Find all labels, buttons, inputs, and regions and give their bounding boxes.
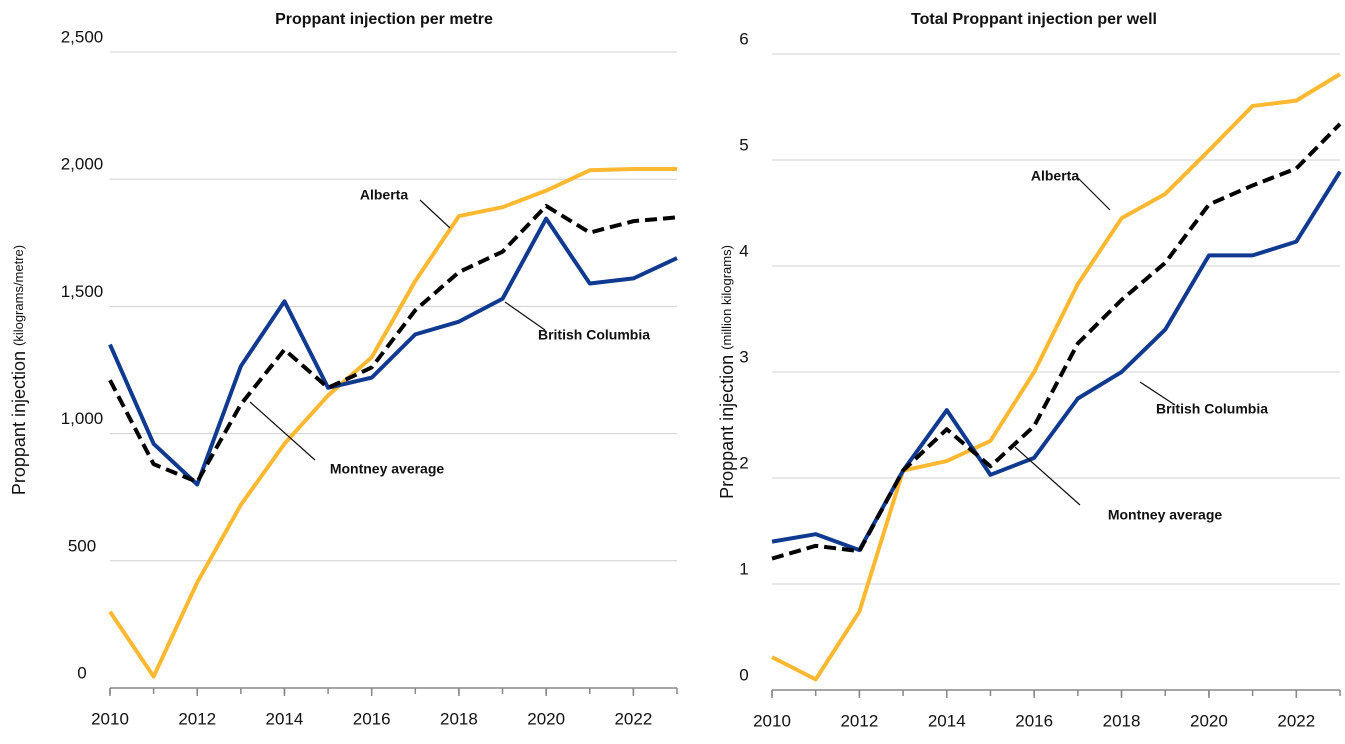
chart-title: Proppant injection per metre bbox=[275, 11, 493, 28]
x-tick-label: 2010 bbox=[753, 711, 791, 730]
x-tick-label: 2018 bbox=[1103, 711, 1141, 730]
series-line bbox=[771, 122, 1342, 561]
annotation-leader bbox=[419, 199, 451, 229]
annotation: Montney average bbox=[330, 461, 445, 477]
x-tick-label: 2016 bbox=[1015, 711, 1053, 730]
annotation-leader bbox=[249, 401, 316, 461]
x-tick-label: 2020 bbox=[527, 709, 565, 728]
x-tick-label: 2022 bbox=[614, 709, 652, 728]
y-tick-label: 6 bbox=[739, 29, 748, 48]
series-line bbox=[771, 170, 1342, 553]
y-axis-label-unit: (kilograms/metre) bbox=[11, 245, 26, 346]
annotation: British Columbia bbox=[538, 327, 650, 343]
y-tick-label: 2 bbox=[739, 453, 748, 472]
annotation: Alberta bbox=[360, 187, 408, 203]
y-tick-label: 0 bbox=[77, 663, 86, 682]
y-axis-label-unit: (million kilograms) bbox=[719, 245, 734, 350]
annotation-leader bbox=[1014, 446, 1081, 506]
y-axis-label-main: Proppant injection bbox=[717, 355, 737, 499]
y-tick-label: 3 bbox=[739, 347, 748, 366]
series-line bbox=[108, 216, 678, 487]
annotation: British Columbia bbox=[1156, 401, 1268, 417]
y-axis-label: Proppant injection (kilograms/metre) bbox=[9, 245, 29, 495]
y-tick-label: 5 bbox=[739, 135, 748, 154]
y-tick-label: 0 bbox=[739, 665, 748, 684]
annotation: Montney average bbox=[1108, 507, 1223, 523]
series-line bbox=[771, 72, 1342, 682]
y-tick-label: 1,500 bbox=[61, 282, 104, 301]
y-tick-label: 4 bbox=[739, 241, 748, 260]
x-tick-label: 2014 bbox=[928, 711, 966, 730]
series-line bbox=[108, 203, 678, 484]
x-tick-label: 2012 bbox=[840, 711, 878, 730]
y-tick-label: 2,500 bbox=[61, 27, 104, 46]
chart-title: Total Proppant injection per well bbox=[911, 11, 1157, 28]
x-tick-label: 2020 bbox=[1190, 711, 1228, 730]
x-tick-label: 2018 bbox=[440, 709, 478, 728]
x-tick-label: 2022 bbox=[1277, 711, 1315, 730]
y-axis-label: Proppant injection (million kilograms) bbox=[717, 245, 737, 499]
x-tick-label: 2014 bbox=[266, 709, 304, 728]
series-line bbox=[108, 167, 677, 679]
y-tick-label: 2,000 bbox=[61, 155, 104, 174]
y-tick-label: 500 bbox=[68, 536, 96, 555]
x-tick-label: 2012 bbox=[178, 709, 216, 728]
annotation: Alberta bbox=[1031, 168, 1079, 184]
x-tick-label: 2016 bbox=[353, 709, 391, 728]
annotation-leader bbox=[1077, 177, 1111, 211]
annotation-leader bbox=[504, 301, 546, 331]
y-tick-label: 1,000 bbox=[61, 409, 104, 428]
annotation-leader bbox=[1139, 381, 1176, 406]
x-tick-label: 2010 bbox=[91, 709, 129, 728]
y-axis-label-main: Proppant injection bbox=[9, 351, 29, 495]
y-tick-label: 1 bbox=[739, 559, 748, 578]
